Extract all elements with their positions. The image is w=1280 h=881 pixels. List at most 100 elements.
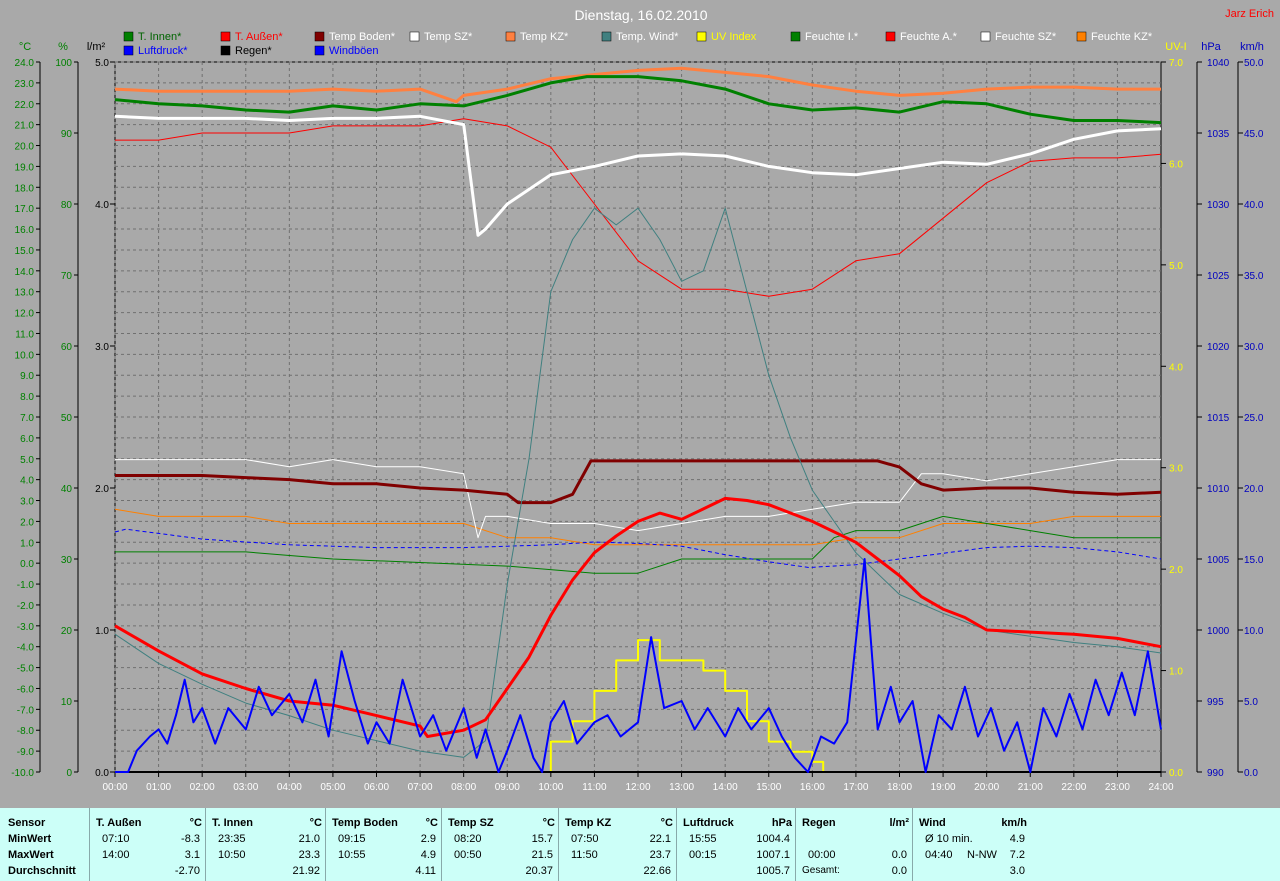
kmh-tick-label: 0.0 <box>1244 768 1258 779</box>
stats-column: Wind km/h Ø 10 min. 4.9 04:40 N-NW 7.2 3.0 <box>912 808 1031 881</box>
stats-min-value: 22.1 <box>649 833 671 845</box>
legend-label: Temp. Wind* <box>616 31 679 43</box>
stats-min-time: 08:20 <box>454 833 482 845</box>
stats-max-direction: N-NW <box>967 849 997 861</box>
series-temp-boden-line <box>115 459 1162 505</box>
stats-avg-value: 0.0 <box>891 865 907 877</box>
temp-tick-label: 12.0 <box>15 309 35 320</box>
series-luftdruck-line <box>114 528 1162 568</box>
stats-column-name: Wind <box>919 817 946 829</box>
kmh-tick-label: 25.0 <box>1244 413 1264 424</box>
legend-label: T. Außen* <box>235 31 283 43</box>
temp-tick-label: -8.0 <box>17 726 35 737</box>
temp-tick-label: 3.0 <box>20 497 34 508</box>
stats-column: Luftdruck hPa 15:55 1004.4 00:15 1007.1 1005.7 <box>676 808 796 881</box>
time-tick-label: 22:00 <box>1061 782 1086 793</box>
stats-max-value: 3.1 <box>184 849 200 861</box>
legend-swatch <box>505 31 516 42</box>
stats-avg-value: 21.92 <box>292 865 320 877</box>
legend-label: Feuchte A.* <box>900 31 958 43</box>
stats-column-unit: °C <box>309 817 322 829</box>
temp-tick-label: -7.0 <box>17 705 35 716</box>
temp-tick-label: 1.0 <box>20 538 34 549</box>
stats-min-value: 15.7 <box>531 833 553 845</box>
stats-min-value: -8.3 <box>181 833 200 845</box>
kmh-tick-label: 40.0 <box>1244 200 1264 211</box>
time-tick-label: 19:00 <box>931 782 956 793</box>
weather-chart: 24.0 23.0 22.0 21.0 20.0 19.0 18.0 17.0 16.0 15.0… <box>11 7 1274 793</box>
pct-tick-label: 40 <box>61 484 73 495</box>
stats-max-value: 23.7 <box>649 849 671 861</box>
stats-column-unit: km/h <box>1001 817 1027 829</box>
stats-min-value: 1004.4 <box>756 833 790 845</box>
stats-column-unit: °C <box>542 817 555 829</box>
temp-tick-label: 14.0 <box>15 267 35 278</box>
temp-tick-label: 22.0 <box>15 100 35 111</box>
stats-column-name: Temp Boden <box>332 817 398 829</box>
stats-min-value: 21.0 <box>298 833 320 845</box>
temp-tick-label: -3.0 <box>17 622 35 633</box>
legend-label: Feuchte SZ* <box>995 31 1057 43</box>
temp-tick-label: 21.0 <box>15 121 35 132</box>
rain-axis-unit: l/m² <box>87 41 106 53</box>
statistics-panel: Sensor MinWert MaxWert Durchschnitt T. A… <box>0 808 1280 881</box>
stats-avg-value: 3.0 <box>1009 865 1025 877</box>
series-t-innen-line <box>114 75 1162 125</box>
temp-tick-label: 15.0 <box>15 246 35 257</box>
kmh-tick-label: 50.0 <box>1244 58 1264 69</box>
stats-avg-value: 1005.7 <box>756 865 790 877</box>
kmh-tick-label: 20.0 <box>1244 484 1264 495</box>
time-tick-label: 24:00 <box>1148 782 1173 793</box>
temp-tick-label: 23.0 <box>15 79 35 90</box>
stats-max-time: 14:00 <box>102 849 130 861</box>
temp-tick-label: 5.0 <box>20 455 34 466</box>
stats-min-time: 23:35 <box>218 833 246 845</box>
stats-max-time: 00:00 <box>808 849 836 861</box>
kmh-tick-label: 5.0 <box>1244 697 1258 708</box>
time-tick-label: 08:00 <box>451 782 476 793</box>
pct-tick-label: 50 <box>61 413 73 424</box>
stats-column: Temp SZ °C 08:20 15.7 00:50 21.5 20.37 <box>441 808 559 881</box>
stats-min-time: 09:15 <box>338 833 366 845</box>
series-feuchte-i-line <box>115 515 1161 574</box>
axes: 24.0 23.0 22.0 21.0 20.0 19.0 18.0 17.0 16.0 15.0… <box>11 58 1264 793</box>
kmh-tick-label: 30.0 <box>1244 342 1264 353</box>
stats-column-name: Temp SZ <box>448 817 494 829</box>
legend-label: Regen* <box>235 45 272 57</box>
hpa-tick-label: 1030 <box>1207 200 1230 211</box>
stats-max-value: 21.5 <box>531 849 553 861</box>
stats-max-time: 10:50 <box>218 849 246 861</box>
time-tick-label: 18:00 <box>887 782 912 793</box>
uv-tick-label: 4.0 <box>1169 362 1183 373</box>
legend-swatch <box>314 45 325 56</box>
legend-label: UV Index <box>711 31 757 43</box>
temp-tick-label: 11.0 <box>15 329 34 340</box>
time-tick-label: 04:00 <box>277 782 302 793</box>
stats-max-time: 10:55 <box>338 849 366 861</box>
stats-max-value: 4.9 <box>420 849 436 861</box>
stats-column-name: Temp KZ <box>565 817 612 829</box>
temp-tick-label: 6.0 <box>20 434 34 445</box>
uv-tick-label: 1.0 <box>1169 667 1183 678</box>
legend-swatch <box>885 31 896 42</box>
stats-column: Temp KZ °C 07:50 22.1 11:50 23.7 22.66 <box>558 808 677 881</box>
temp-tick-label: -9.0 <box>17 747 35 758</box>
stats-row-min: MinWert <box>8 833 52 845</box>
stats-row-max: MaxWert <box>8 849 54 861</box>
pct-tick-label: 20 <box>61 626 73 637</box>
time-tick-label: 10:00 <box>538 782 563 793</box>
pct-tick-label: 10 <box>61 697 73 708</box>
legend-label: Windböen <box>329 45 379 57</box>
temp-tick-label: 4.0 <box>20 476 34 487</box>
stats-column-name: T. Innen <box>212 817 253 829</box>
rain-tick-label: 2.0 <box>95 484 109 495</box>
series-lines <box>114 66 1162 773</box>
rain-tick-label: 5.0 <box>95 58 109 69</box>
rain-tick-label: 4.0 <box>95 200 109 211</box>
stats-column: T. Außen °C 07:10 -8.3 14:00 3.1 -2.70 <box>89 808 206 881</box>
legend-swatch <box>220 45 231 56</box>
grid-lines <box>114 61 1161 773</box>
legend-swatch <box>409 31 420 42</box>
stats-row-avg: Durchschnitt <box>8 865 76 877</box>
stats-avg-value: -2.70 <box>174 865 200 877</box>
